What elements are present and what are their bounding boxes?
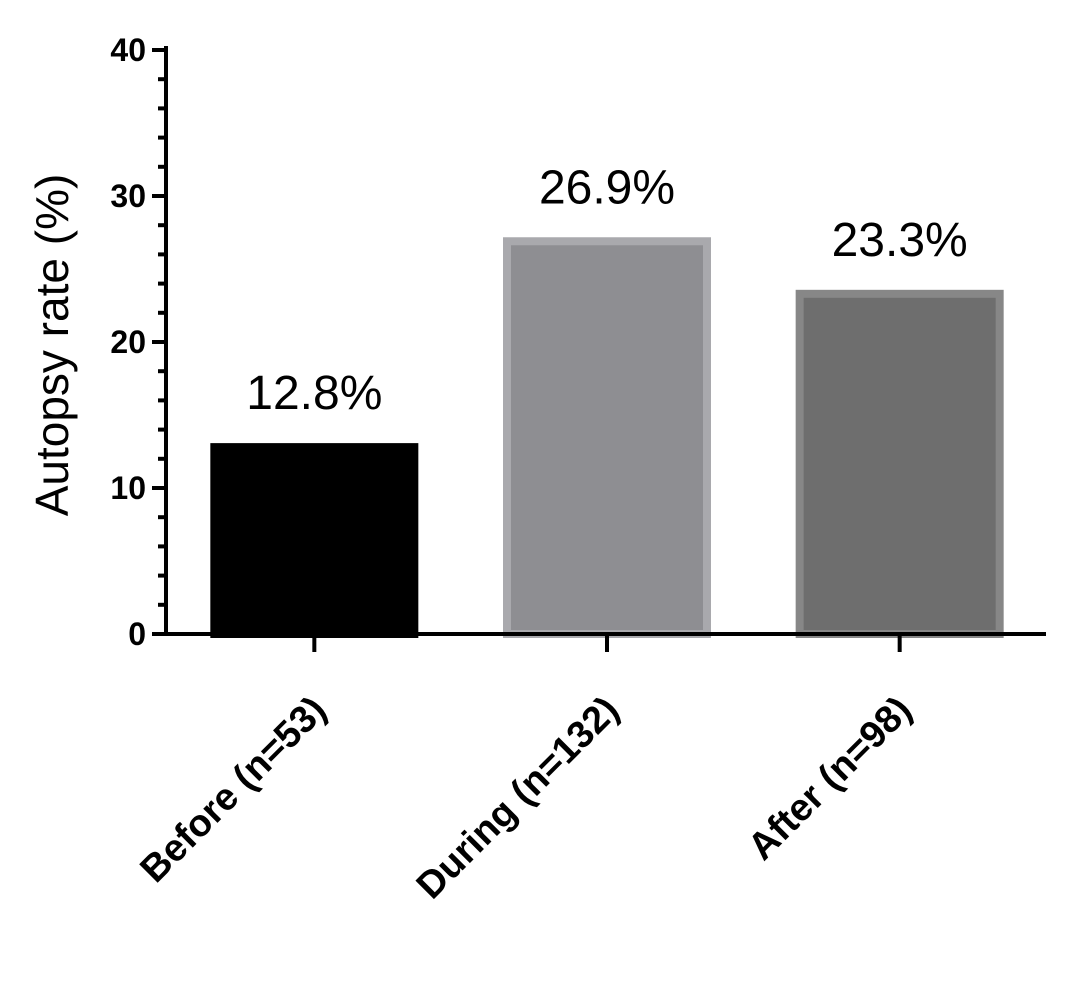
- y-tick-label: 40: [110, 32, 146, 68]
- data-label-0: 12.8%: [246, 367, 382, 420]
- y-tick-label: 20: [110, 324, 146, 360]
- x-tick-label-0: Before (n=53): [133, 689, 335, 891]
- data-labels: 12.8% 26.9% 23.3%: [246, 161, 967, 420]
- y-axis-major-ticks: 0 10 20 30 40: [110, 32, 166, 652]
- y-tick-label: 0: [128, 616, 146, 652]
- y-axis-title: Autopsy rate (%): [26, 174, 78, 517]
- bar-2: [795, 289, 1004, 638]
- bar-0: [210, 443, 419, 638]
- data-label-1: 26.9%: [539, 161, 675, 214]
- x-tick-label-1: During (n=132): [409, 689, 628, 908]
- y-tick-label: 10: [110, 470, 146, 506]
- y-tick-label: 30: [110, 178, 146, 214]
- data-label-2: 23.3%: [832, 214, 968, 267]
- bar-1: [503, 237, 711, 638]
- x-tick-label-2: After (n=98): [740, 689, 920, 869]
- bars: [210, 237, 1004, 638]
- x-axis-labels: Before (n=53) During (n=132) After (n=98): [133, 689, 920, 908]
- x-axis-ticks: [312, 634, 902, 652]
